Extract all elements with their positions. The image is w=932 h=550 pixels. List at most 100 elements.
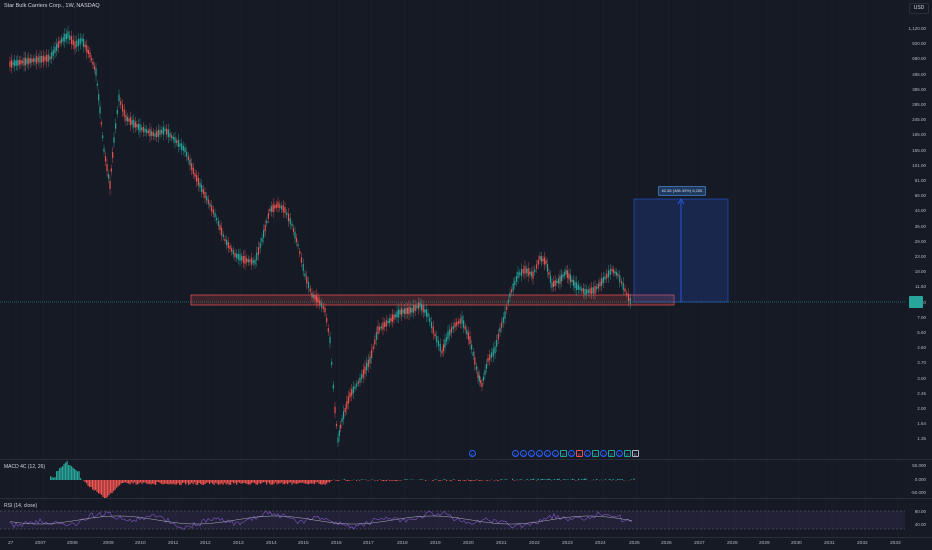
candle xyxy=(344,407,346,413)
time-axis-tick: 2020 xyxy=(463,541,474,546)
event-marker-icon[interactable]: D xyxy=(600,450,607,457)
rsi-label[interactable]: RSI (14, close) xyxy=(4,503,38,509)
candle xyxy=(216,217,218,221)
candle xyxy=(112,152,114,158)
price-axis-tick: 1.35 xyxy=(917,436,926,442)
event-marker-icon[interactable]: E xyxy=(608,450,615,457)
candle xyxy=(286,212,288,216)
candle xyxy=(257,247,260,255)
candle xyxy=(54,46,56,54)
candle xyxy=(212,209,214,214)
pane-separator[interactable] xyxy=(0,498,932,499)
candle xyxy=(394,314,397,317)
candle xyxy=(189,159,191,166)
macd-bar xyxy=(225,480,227,485)
event-marker-icon[interactable]: D xyxy=(616,450,623,457)
candle xyxy=(244,256,246,264)
candle xyxy=(202,189,204,194)
event-marker-icon[interactable]: D xyxy=(568,450,575,457)
candle xyxy=(237,253,239,260)
candle xyxy=(25,57,27,66)
event-marker-icon[interactable]: E xyxy=(592,450,599,457)
candle xyxy=(291,223,293,227)
candle xyxy=(469,336,471,344)
candle xyxy=(442,344,445,352)
macd-bar xyxy=(59,468,61,480)
candle xyxy=(295,237,298,243)
event-marker-icon[interactable]: D xyxy=(528,450,535,457)
macd-label[interactable]: MACD 4C (12, 26) xyxy=(4,464,46,470)
event-marker-icon[interactable]: E xyxy=(576,450,583,457)
candle xyxy=(197,177,199,186)
candle xyxy=(259,242,261,249)
event-marker-icon[interactable]: E xyxy=(632,450,639,457)
support-zone[interactable] xyxy=(190,294,675,306)
candle xyxy=(367,359,369,367)
macd-bar xyxy=(149,480,151,484)
event-marker-icon[interactable]: D xyxy=(512,450,519,457)
event-marker-icon[interactable]: E xyxy=(469,450,476,457)
candle xyxy=(84,44,86,48)
event-marker-icon[interactable]: D xyxy=(544,450,551,457)
macd-bar xyxy=(74,469,76,480)
macd-bar xyxy=(468,480,470,481)
currency-button[interactable]: USD xyxy=(909,3,929,14)
macd-bar xyxy=(513,480,515,481)
candle xyxy=(417,302,419,310)
candle xyxy=(331,361,333,365)
event-marker-icon[interactable]: D xyxy=(520,450,527,457)
candle xyxy=(405,307,407,315)
macd-bar xyxy=(312,480,314,484)
candle xyxy=(57,41,59,48)
candle xyxy=(534,269,536,273)
candle xyxy=(236,253,238,259)
candle xyxy=(279,204,281,209)
event-marker-icon[interactable]: D xyxy=(536,450,543,457)
macd-bar xyxy=(207,480,209,483)
macd-bar xyxy=(329,480,331,483)
pane-separator[interactable] xyxy=(0,537,932,538)
candle xyxy=(459,318,461,324)
candle xyxy=(391,314,394,322)
macd-bar xyxy=(531,479,533,480)
macd-bar xyxy=(501,479,503,480)
candle xyxy=(408,306,410,315)
candle xyxy=(207,199,209,204)
candle xyxy=(582,288,584,294)
event-marker-icon[interactable]: E xyxy=(560,450,567,457)
macd-bar xyxy=(51,477,53,480)
event-marker-icon[interactable]: E xyxy=(624,450,631,457)
candle xyxy=(177,139,179,147)
macd-bar xyxy=(71,466,73,480)
candle xyxy=(540,256,543,262)
time-axis-tick: 2007 xyxy=(35,541,46,546)
candle xyxy=(247,259,249,263)
candle xyxy=(334,406,336,414)
candle xyxy=(502,317,504,323)
macd-bar xyxy=(585,478,587,480)
macd-bar xyxy=(390,480,392,481)
candle xyxy=(14,60,16,67)
macd-bar xyxy=(69,465,71,480)
event-marker-icon[interactable]: D xyxy=(552,450,559,457)
macd-bar xyxy=(60,467,62,480)
macd-bar xyxy=(272,480,274,485)
macd-bar xyxy=(131,480,133,483)
macd-bar xyxy=(236,480,238,485)
candle xyxy=(477,371,479,379)
macd-bar xyxy=(210,480,212,483)
pane-separator[interactable] xyxy=(0,459,932,460)
macd-bar xyxy=(168,480,170,485)
macd-bar xyxy=(203,480,205,485)
price-axis-tick: 4.60 xyxy=(917,345,926,351)
macd-bar xyxy=(392,480,394,481)
macd-bar xyxy=(330,480,332,481)
macd-bar xyxy=(231,480,233,483)
macd-bar xyxy=(221,480,223,484)
candle xyxy=(31,58,33,63)
macd-bar xyxy=(405,479,407,480)
macd-bar xyxy=(630,479,632,480)
macd-bar xyxy=(86,480,88,484)
event-marker-icon[interactable]: D xyxy=(584,450,591,457)
